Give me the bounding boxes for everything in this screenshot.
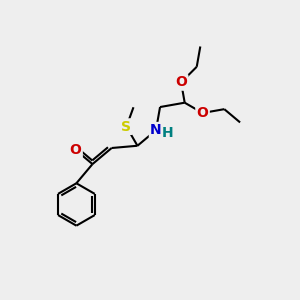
Text: O: O bbox=[196, 106, 208, 120]
Text: O: O bbox=[70, 143, 82, 157]
Text: N: N bbox=[150, 123, 162, 137]
Text: H: H bbox=[161, 126, 173, 140]
Text: S: S bbox=[122, 120, 131, 134]
Text: O: O bbox=[175, 75, 187, 89]
